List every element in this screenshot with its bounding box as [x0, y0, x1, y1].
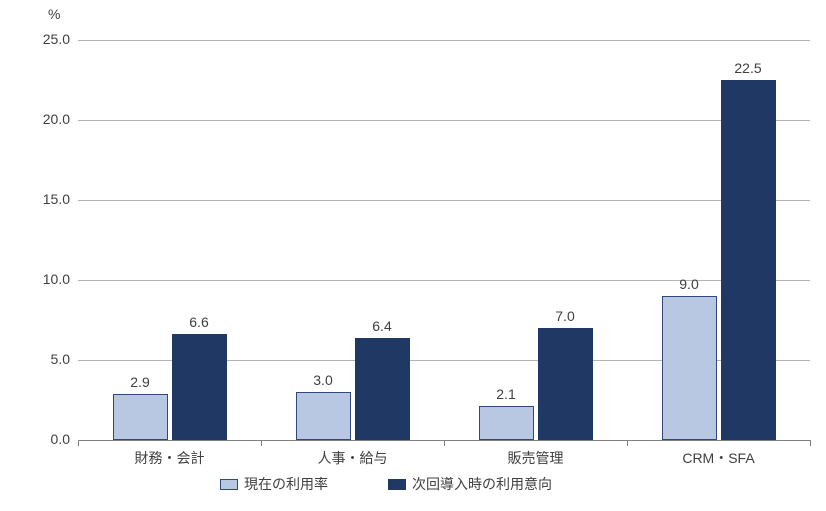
xtick-mark [810, 440, 811, 446]
legend: 現在の利用率 次回導入時の利用意向 [220, 474, 552, 494]
legend-label: 次回導入時の利用意向 [412, 474, 552, 494]
ytick-label: 15.0 [30, 191, 70, 207]
ytick-label: 0.0 [30, 431, 70, 447]
legend-swatch [220, 479, 238, 490]
bar-value-label: 2.1 [496, 386, 515, 402]
xtick-mark [78, 440, 79, 446]
bar-value-label: 22.5 [734, 60, 761, 76]
xtick-label: 財務・会計 [135, 448, 205, 468]
bar-value-label: 6.4 [372, 318, 391, 334]
gridline [78, 120, 810, 121]
gridline [78, 200, 810, 201]
bar-value-label: 7.0 [555, 308, 574, 324]
bar-value-label: 9.0 [679, 276, 698, 292]
legend-item: 現在の利用率 [220, 474, 328, 494]
y-axis-unit: % [48, 6, 60, 22]
bar-chart: % 0.0 5.0 10.0 15.0 20.0 25.0 2.9 6.6 3.0 6.4 2.1… [0, 0, 826, 511]
bar [355, 338, 410, 440]
xtick-label: CRM・SFA [682, 448, 754, 468]
xtick-label: 販売管理 [508, 448, 564, 468]
gridline [78, 280, 810, 281]
bar [113, 394, 168, 440]
bar-value-label: 6.6 [189, 314, 208, 330]
xtick-label: 人事・給与 [318, 448, 388, 468]
legend-label: 現在の利用率 [244, 474, 328, 494]
bar [479, 406, 534, 440]
ytick-label: 25.0 [30, 31, 70, 47]
xtick-mark [261, 440, 262, 446]
ytick-label: 5.0 [30, 351, 70, 367]
ytick-label: 20.0 [30, 111, 70, 127]
bar [172, 334, 227, 440]
bar-value-label: 3.0 [313, 372, 332, 388]
legend-item: 次回導入時の利用意向 [388, 474, 552, 494]
bar [538, 328, 593, 440]
bar [721, 80, 776, 440]
xtick-mark [627, 440, 628, 446]
gridline [78, 40, 810, 41]
legend-swatch [388, 479, 406, 490]
ytick-label: 10.0 [30, 271, 70, 287]
plot-area: 2.9 6.6 3.0 6.4 2.1 7.0 9.0 22.5 [78, 40, 810, 440]
bar-value-label: 2.9 [130, 374, 149, 390]
xtick-mark [444, 440, 445, 446]
bar [662, 296, 717, 440]
bar [296, 392, 351, 440]
